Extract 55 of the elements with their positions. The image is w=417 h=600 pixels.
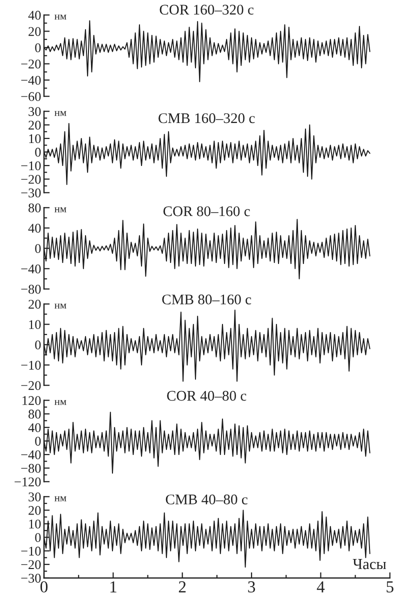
x-tick-label: 1 [110,581,116,592]
y-tick-label: 40 [28,224,41,233]
y-axis-title: нм [54,111,66,116]
chart-title: CMB 160–320 с [158,113,255,124]
y-tick-label: 30 [28,107,41,116]
x-tick-label: 4 [316,581,325,592]
y-tick-label: 0 [35,244,41,254]
chart-title: COR 40–80 с [167,390,246,401]
y-tick-label: 0 [35,43,41,52]
y-axis-title: нм [54,14,66,20]
y-axis-title: нм [54,304,66,309]
y-axis-title: нм [54,207,66,212]
x-tick-label: 2 [178,581,186,592]
chart-title: CMB 80–160 с [162,294,252,304]
y-tick-label: 120 [22,396,41,406]
y-tick-label: −120 [14,477,41,486]
chart-title: COR 160–320 с [160,4,254,15]
y-tick-label: −80 [21,284,41,294]
y-tick-label: −40 [21,450,41,460]
y-tick-label: 80 [28,203,41,212]
y-tick-label: −20 [21,174,41,184]
y-tick-label: 0 [35,533,41,542]
y-tick-label: 20 [28,27,41,36]
y-axis-title: нм [54,400,66,405]
y-axis-title: нм [54,496,66,502]
y-tick-label: −10 [21,546,41,556]
chart-title: CMB 40–80 с [166,494,248,504]
y-tick-label: 80 [28,410,41,419]
y-tick-label: −10 [21,161,41,170]
y-tick-label: −30 [21,188,41,198]
y-tick-label: 40 [28,10,41,20]
y-tick-label: 10 [29,320,41,330]
y-tick-label: 30 [28,492,41,502]
x-axis-title: Часы [352,559,386,570]
x-tick-label: 3 [248,581,256,592]
y-tick-label: 20 [28,506,41,515]
x-tick-label: 5 [386,581,394,592]
y-tick-label: 0 [35,148,41,157]
y-tick-label: −80 [21,464,41,473]
chart-title: COR 80–160 с [163,206,250,216]
y-tick-label: 10 [29,520,41,528]
y-tick-label: −20 [21,381,41,390]
y-tick-label: −20 [21,60,41,69]
y-tick-label: 10 [29,134,41,144]
y-tick-label: 40 [28,423,41,432]
y-tick-label: 0 [35,436,41,446]
y-tick-label: −60 [21,92,41,102]
y-tick-label: −20 [21,560,41,570]
y-tick-label: −40 [21,76,41,85]
y-tick-label: −40 [21,264,41,274]
y-tick-label: 20 [28,120,41,130]
y-tick-label: 20 [28,300,41,309]
y-tick-label: −30 [21,574,41,583]
y-tick-label: 0 [35,340,41,350]
y-tick-label: −10 [21,360,41,370]
